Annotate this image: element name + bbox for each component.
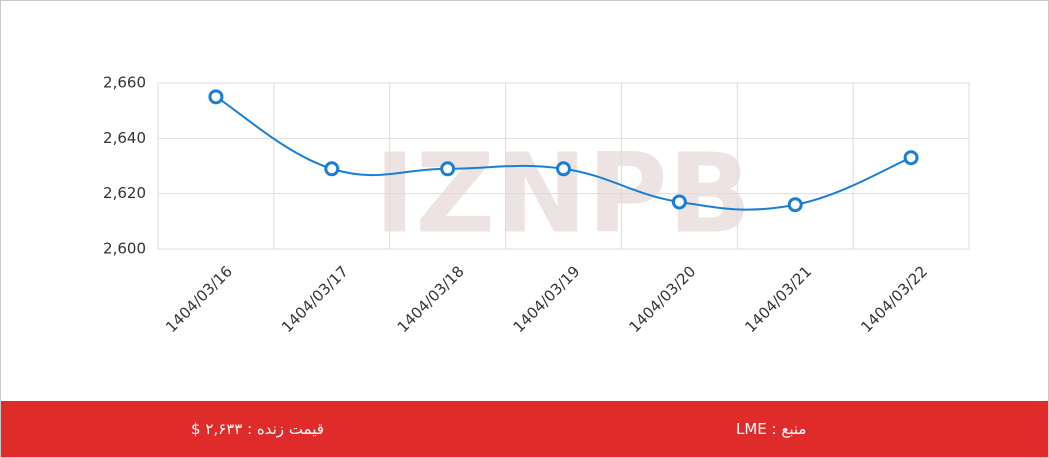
x-tick-label: 1404/03/20 <box>625 262 699 336</box>
point <box>903 150 919 166</box>
point <box>671 194 687 210</box>
live-price: قیمت زنده : ۲,۶۳۳ $ <box>191 420 324 438</box>
source: منبع : LME <box>736 420 807 438</box>
point <box>556 161 571 177</box>
y-tick-label: 2,600 <box>103 240 146 258</box>
point <box>208 89 224 105</box>
x-tick-label: 1404/03/16 <box>162 262 236 336</box>
y-tick-label: 2,640 <box>103 129 146 147</box>
y-tick-label: 2,620 <box>103 184 146 202</box>
y-tick-label: 2,660 <box>103 74 146 92</box>
point <box>324 161 340 177</box>
x-tick-label: 1404/03/22 <box>857 262 931 336</box>
x-tick-label: 1404/03/18 <box>394 262 468 336</box>
x-tick-label: 1404/03/21 <box>741 262 815 336</box>
x-tick-label: 1404/03/19 <box>510 262 584 336</box>
point <box>787 197 803 213</box>
point <box>440 161 456 177</box>
footer-bar: قیمت زنده : ۲,۶۳۳ $ منبع : LME <box>1 401 1048 457</box>
x-tick-label: 1404/03/17 <box>278 262 352 336</box>
